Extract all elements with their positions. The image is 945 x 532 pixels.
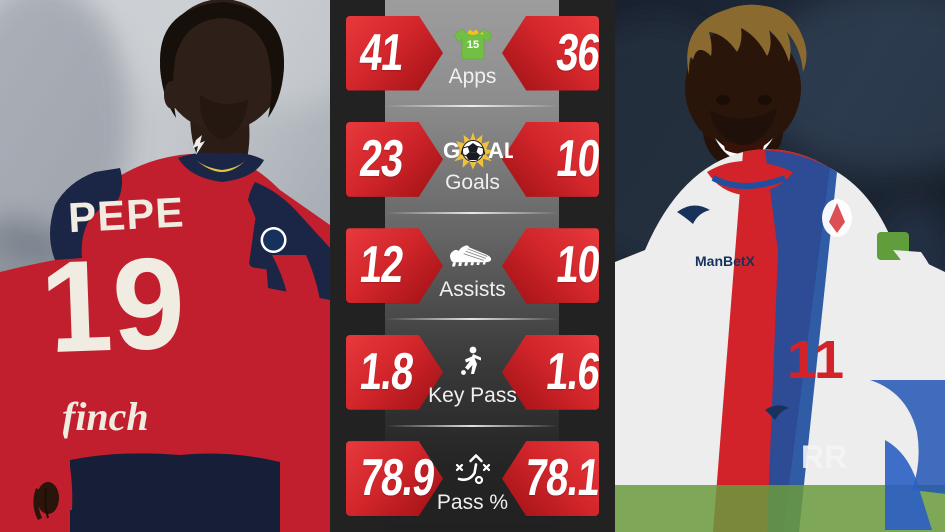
svg-text:15: 15: [466, 39, 478, 51]
svg-text:G: G: [443, 138, 460, 163]
svg-text:AL: AL: [488, 138, 513, 163]
